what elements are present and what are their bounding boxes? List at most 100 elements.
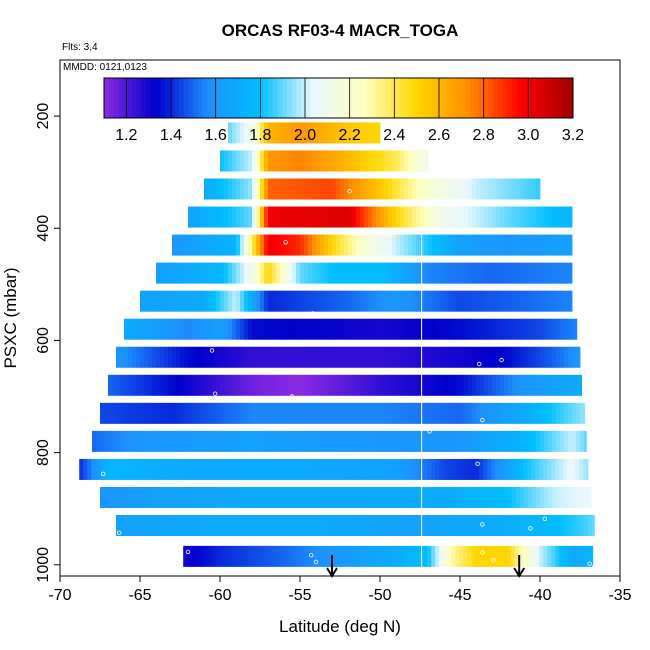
heatmap-band: [108, 374, 582, 396]
colorbar-swatch: [230, 78, 236, 118]
heatmap-cell: [180, 234, 185, 256]
heatmap-cell: [464, 178, 469, 200]
heatmap-cell: [520, 486, 525, 508]
heatmap-cell: [204, 515, 209, 537]
heatmap-cell: [296, 206, 301, 228]
heatmap-cell: [448, 346, 453, 368]
heatmap-cell: [340, 486, 345, 508]
colorbar-swatch: [394, 78, 400, 118]
heatmap-cell: [328, 374, 333, 396]
heatmap-cell: [556, 515, 561, 537]
heatmap-cell: [488, 206, 493, 228]
heatmap-cell: [436, 346, 441, 368]
heatmap-cell: [568, 290, 573, 312]
heatmap-cell: [460, 178, 465, 200]
colorbar-swatch: [512, 78, 518, 118]
heatmap-cell: [552, 515, 557, 537]
heatmap-cell: [587, 545, 592, 567]
heatmap-cell: [376, 206, 381, 228]
heatmap-cell: [156, 515, 161, 537]
heatmap-cell: [572, 346, 577, 368]
heatmap-cell: [516, 346, 521, 368]
heatmap-cell: [252, 346, 257, 368]
heatmap-cell: [536, 206, 541, 228]
heatmap-cell: [368, 206, 373, 228]
heatmap-cell: [508, 262, 513, 284]
heatmap-cell: [412, 374, 417, 396]
heatmap-cell: [256, 374, 261, 396]
heatmap-cell: [344, 178, 349, 200]
heatmap-cell: [392, 486, 397, 508]
heatmap-cell: [144, 402, 149, 424]
heatmap-cell: [248, 290, 253, 312]
heatmap-cell: [364, 122, 369, 144]
heatmap-cell: [236, 206, 241, 228]
heatmap-cell: [564, 318, 569, 340]
heatmap-cell: [248, 234, 253, 256]
heatmap-cell: [96, 430, 101, 452]
heatmap-cell: [172, 486, 177, 508]
heatmap-cell: [351, 458, 356, 480]
heatmap-cell: [184, 290, 189, 312]
heatmap-cell: [160, 430, 165, 452]
heatmap-cell: [503, 458, 508, 480]
heatmap-cell: [512, 515, 517, 537]
heatmap-cell: [244, 234, 249, 256]
heatmap-cell: [548, 318, 553, 340]
heatmap-cell: [468, 234, 473, 256]
heatmap-cell: [512, 486, 517, 508]
heatmap-cell: [560, 486, 565, 508]
heatmap-cell: [547, 545, 552, 567]
heatmap-cell: [400, 262, 405, 284]
heatmap-cell: [264, 430, 269, 452]
heatmap-cell: [216, 486, 221, 508]
heatmap-cell: [364, 486, 369, 508]
heatmap-cell: [372, 234, 377, 256]
heatmap-cell: [408, 318, 413, 340]
colorbar-swatch: [385, 78, 391, 118]
heatmap-cell: [484, 290, 489, 312]
heatmap-cell: [87, 458, 92, 480]
heatmap-cell: [227, 458, 232, 480]
colorbar-swatch: [141, 78, 147, 118]
heatmap-cell: [192, 234, 197, 256]
heatmap-cell: [180, 290, 185, 312]
heatmap-cell: [204, 402, 209, 424]
heatmap-cell: [204, 178, 209, 200]
heatmap-cell: [496, 515, 501, 537]
heatmap-cell: [484, 346, 489, 368]
heatmap-cell: [352, 318, 357, 340]
heatmap-cell: [384, 178, 389, 200]
heatmap-cell: [220, 262, 225, 284]
heatmap-cell: [395, 458, 400, 480]
heatmap-cell: [224, 290, 229, 312]
heatmap-cell: [460, 290, 465, 312]
heatmap-cell: [280, 318, 285, 340]
heatmap-cell: [135, 458, 140, 480]
heatmap-cell: [244, 515, 249, 537]
heatmap-cell: [304, 374, 309, 396]
heatmap-cell: [411, 458, 416, 480]
colorbar-swatch: [104, 78, 110, 118]
heatmap-cell: [332, 206, 337, 228]
colorbar-swatch: [155, 78, 161, 118]
heatmap-cell: [328, 515, 333, 537]
heatmap-cell: [420, 262, 425, 284]
heatmap-cell: [492, 374, 497, 396]
heatmap-cell: [216, 346, 221, 368]
heatmap-cell: [579, 545, 584, 567]
heatmap-cell: [339, 545, 344, 567]
heatmap-cell: [359, 458, 364, 480]
colorbar-swatch: [493, 78, 499, 118]
heatmap-cell: [560, 318, 565, 340]
heatmap-cell: [296, 402, 301, 424]
heatmap-cell: [219, 458, 224, 480]
heatmap-cell: [364, 234, 369, 256]
heatmap-cell: [204, 206, 209, 228]
heatmap-cell: [144, 346, 149, 368]
heatmap-cell: [320, 486, 325, 508]
heatmap-cell: [528, 318, 533, 340]
heatmap-cell: [392, 206, 397, 228]
heatmap-cell: [375, 458, 380, 480]
x-axis-label: Latitude (deg N): [279, 617, 401, 636]
